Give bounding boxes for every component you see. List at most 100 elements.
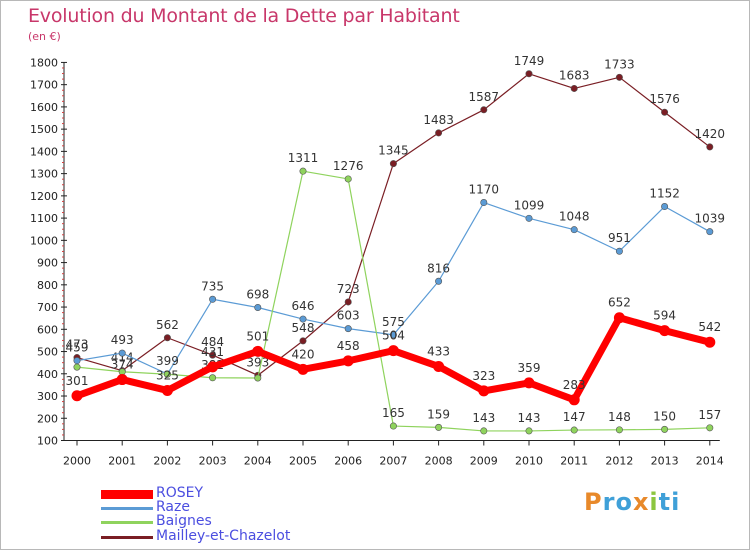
data-point — [523, 377, 535, 389]
data-point — [254, 304, 262, 312]
data-label: 1683 — [559, 68, 590, 82]
data-point — [297, 363, 309, 375]
data-point — [613, 312, 625, 324]
data-point — [163, 370, 171, 378]
data-point — [615, 426, 623, 434]
data-point — [299, 315, 307, 323]
data-point — [661, 425, 669, 433]
data-point — [342, 355, 354, 367]
data-label: 431 — [201, 345, 224, 359]
logo-letter: o — [615, 488, 633, 516]
legend-label-raze: Raze — [156, 499, 190, 515]
data-point — [344, 325, 352, 333]
y-tick-label: 1300 — [30, 168, 58, 181]
data-point — [478, 385, 490, 397]
data-point — [299, 337, 307, 345]
data-point — [254, 374, 262, 382]
data-label: 325 — [156, 368, 179, 382]
x-tick-label: 2014 — [696, 455, 724, 468]
data-label: 433 — [427, 344, 450, 358]
data-point — [568, 394, 580, 406]
data-label: 1587 — [469, 90, 500, 104]
data-label: 1099 — [514, 198, 545, 212]
data-point — [161, 384, 173, 396]
x-tick-label: 2010 — [515, 455, 543, 468]
data-label: 1345 — [378, 144, 409, 158]
data-label: 1170 — [469, 183, 500, 197]
data-label: 816 — [427, 261, 450, 275]
data-point — [435, 423, 443, 431]
data-label: 165 — [382, 406, 405, 420]
x-tick-label: 2008 — [425, 455, 453, 468]
data-label: 504 — [382, 329, 405, 343]
legend-swatch-rosey — [101, 490, 153, 499]
legend-swatch-raze — [101, 507, 153, 510]
data-label: 150 — [653, 409, 676, 423]
data-label: 1420 — [695, 127, 726, 141]
data-point — [389, 422, 397, 430]
data-point — [480, 199, 488, 207]
data-label: 157 — [698, 408, 721, 422]
data-point — [570, 226, 578, 234]
y-tick-label: 100 — [37, 435, 58, 448]
data-point — [706, 143, 714, 151]
data-point — [433, 360, 445, 372]
logo-letter: i — [671, 488, 681, 516]
data-point — [706, 424, 714, 432]
data-point — [570, 426, 578, 434]
legend-item-mailley: Mailley-et-Chazelot — [101, 528, 341, 546]
x-tick-label: 2002 — [153, 455, 181, 468]
data-point — [615, 247, 623, 255]
x-tick-label: 2001 — [108, 455, 136, 468]
logo-letter: P — [584, 488, 603, 516]
y-tick-label: 1200 — [30, 190, 58, 203]
data-label: 458 — [337, 339, 360, 353]
data-point — [570, 84, 578, 92]
data-label: 548 — [292, 321, 315, 335]
data-point — [116, 374, 128, 386]
data-label: 1733 — [604, 57, 635, 71]
data-point — [659, 325, 671, 337]
data-point — [389, 160, 397, 168]
y-tick-label: 300 — [37, 390, 58, 403]
legend-item-baignes: Baignes — [101, 513, 341, 531]
data-point — [73, 363, 81, 371]
x-tick-label: 2009 — [470, 455, 498, 468]
y-tick-label: 900 — [37, 257, 58, 270]
data-label: 575 — [382, 315, 405, 329]
data-label: 1152 — [649, 187, 680, 201]
data-point — [344, 175, 352, 183]
data-point — [163, 334, 171, 342]
x-tick-label: 2012 — [605, 455, 633, 468]
y-tick-label: 1800 — [30, 56, 58, 69]
x-tick-label: 2011 — [560, 455, 588, 468]
data-label: 374 — [111, 358, 134, 372]
x-tick-label: 2004 — [244, 455, 272, 468]
data-point — [615, 73, 623, 81]
data-label: 698 — [246, 288, 269, 302]
legend-label-rosey: ROSEY — [156, 485, 204, 501]
data-point — [480, 106, 488, 114]
data-label: 652 — [608, 296, 631, 310]
y-tick-label: 1400 — [30, 145, 58, 158]
data-point — [435, 277, 443, 285]
data-point — [525, 214, 533, 222]
data-point — [435, 129, 443, 137]
y-tick-label: 700 — [37, 301, 58, 314]
y-tick-label: 600 — [37, 323, 58, 336]
data-label: 1039 — [695, 212, 726, 226]
data-label: 283 — [563, 378, 586, 392]
x-tick-label: 2000 — [63, 455, 91, 468]
y-tick-label: 1600 — [30, 101, 58, 114]
data-point — [389, 331, 397, 339]
y-tick-label: 200 — [37, 412, 58, 425]
data-point — [209, 351, 217, 359]
data-point — [299, 167, 307, 175]
data-label: 493 — [111, 333, 134, 347]
y-tick-label: 1700 — [30, 79, 58, 92]
proxiti-logo: Proxiti — [584, 488, 680, 516]
y-tick-label: 800 — [37, 279, 58, 292]
y-tick-label: 400 — [37, 368, 58, 381]
data-label: 646 — [292, 299, 315, 313]
data-label: 723 — [337, 282, 360, 296]
